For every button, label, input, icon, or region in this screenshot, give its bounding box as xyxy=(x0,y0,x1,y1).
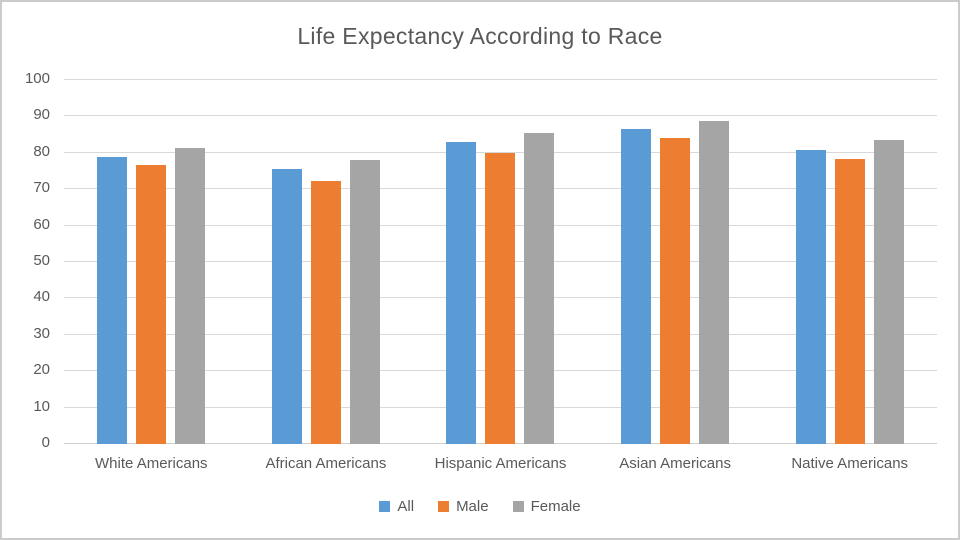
y-tick-label: 30 xyxy=(33,324,50,342)
category-label: Hispanic Americans xyxy=(434,455,567,472)
legend-label: All xyxy=(397,498,415,515)
y-tick-label: 20 xyxy=(33,361,50,379)
plot-area xyxy=(64,79,937,444)
bar-group xyxy=(413,80,588,444)
bar-male xyxy=(660,138,691,444)
legend-swatch-all xyxy=(379,501,391,512)
category-label: African Americans xyxy=(265,455,387,472)
bar-all xyxy=(271,169,302,444)
bar-all xyxy=(446,142,477,444)
gridline xyxy=(64,115,937,117)
bar-female xyxy=(699,120,730,444)
legend-item-all: All xyxy=(379,498,414,515)
legend-item-male: Male xyxy=(438,498,489,515)
y-tick-label: 60 xyxy=(33,215,50,233)
y-tick-label: 100 xyxy=(24,70,50,87)
bar-male xyxy=(310,180,341,444)
bar-male xyxy=(485,152,516,444)
legend-swatch-male xyxy=(438,501,450,512)
y-tick-label: 70 xyxy=(33,179,50,197)
bar-group xyxy=(588,80,763,444)
y-tick-label: 10 xyxy=(33,397,50,415)
bar-all xyxy=(795,150,826,444)
bar-female xyxy=(349,159,380,444)
bar-male xyxy=(834,158,865,444)
y-tick-label: 50 xyxy=(33,252,50,269)
bar-group xyxy=(762,80,937,444)
bar-female xyxy=(175,148,206,444)
y-tick-label: 40 xyxy=(33,288,50,306)
y-tick-label: 0 xyxy=(41,434,50,451)
legend-label: Female xyxy=(530,498,581,515)
category-label: White Americans xyxy=(95,455,208,472)
legend: All Male Female xyxy=(2,498,958,515)
y-tick-label: 90 xyxy=(33,106,50,124)
bar-group xyxy=(239,80,414,444)
bar-female xyxy=(524,133,555,444)
bar-all xyxy=(621,129,652,444)
legend-label: Male xyxy=(456,498,489,515)
chart-title: Life Expectancy According to Race xyxy=(297,23,663,49)
bar-female xyxy=(873,140,904,444)
gridline xyxy=(64,151,937,153)
bar-male xyxy=(136,165,167,444)
bar-group xyxy=(64,80,239,444)
bar-all xyxy=(97,157,128,444)
gridline xyxy=(64,79,937,80)
y-tick-label: 80 xyxy=(33,142,50,160)
category-label: Native Americans xyxy=(791,455,909,472)
legend-item-female: Female xyxy=(512,498,581,515)
category-label: Asian Americans xyxy=(619,455,731,472)
legend-swatch-female xyxy=(512,501,524,512)
